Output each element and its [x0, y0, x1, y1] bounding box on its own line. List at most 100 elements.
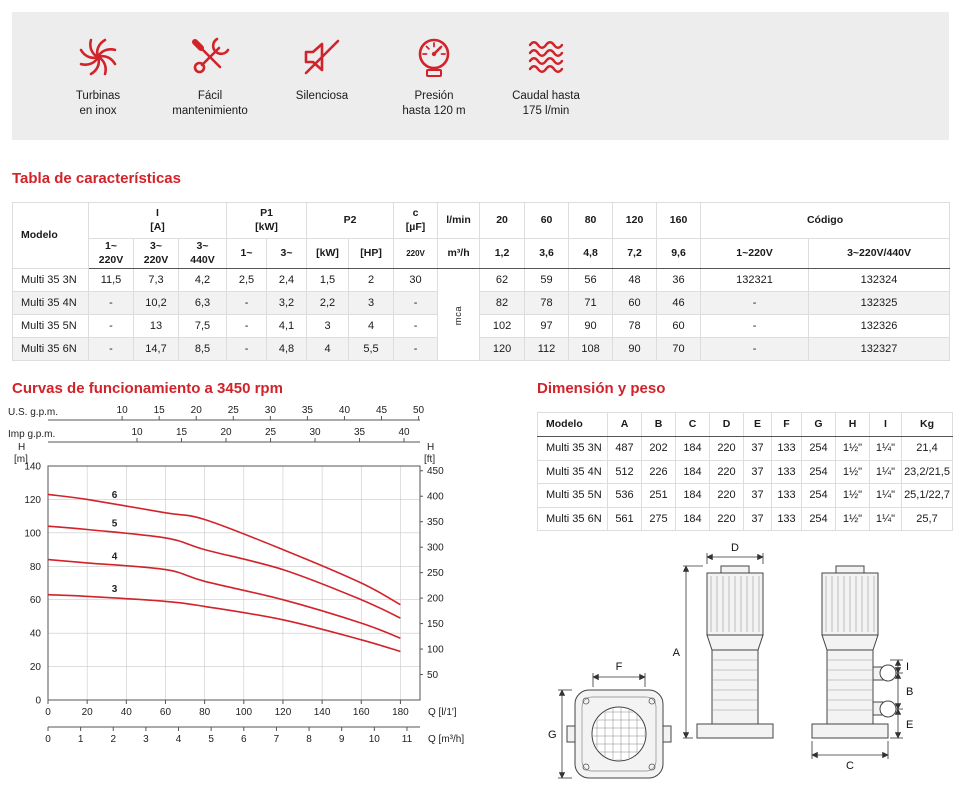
- table-row: Modelo A B C D E F G H I Kg: [537, 412, 953, 437]
- pump-detail-lines: [710, 576, 875, 711]
- mca-label: mca: [453, 305, 465, 325]
- cell: 120: [479, 337, 526, 361]
- dimension-lines: [558, 553, 903, 779]
- svg-text:30: 30: [309, 427, 321, 438]
- cell-model: Multi 35 6N: [12, 337, 89, 361]
- feature-item: Caudal hasta 175 l/min: [490, 34, 602, 140]
- curve-label-3: 3: [112, 584, 118, 595]
- svg-text:80: 80: [30, 562, 42, 573]
- svg-text:50: 50: [413, 405, 425, 416]
- svg-text:5: 5: [208, 734, 214, 745]
- col-header-lmin: l/min: [437, 202, 481, 239]
- dimensions-title: Dimensión y peso: [537, 380, 666, 397]
- cell: 561: [607, 506, 642, 531]
- svg-text:100: 100: [24, 528, 41, 539]
- cell: -: [88, 314, 134, 338]
- svg-text:7: 7: [274, 734, 280, 745]
- curve-6: [47, 493, 401, 606]
- cell: 1½": [835, 436, 870, 461]
- svg-text:40: 40: [339, 405, 351, 416]
- col-subheader: m³/h: [437, 238, 481, 269]
- cell: 1¼": [869, 436, 902, 461]
- cell: 184: [675, 459, 710, 484]
- characteristics-header: Modelo I [A] P1 [kW] P2 c [µF] l/min 20 …: [12, 202, 951, 269]
- cell: 78: [612, 314, 658, 338]
- cell: 220: [709, 436, 744, 461]
- dim-label-A: A: [673, 647, 681, 659]
- cell: 275: [641, 506, 676, 531]
- cell-model: Multi 35 4N: [537, 459, 608, 484]
- col-header-flow: 20: [479, 202, 526, 239]
- svg-text:80: 80: [199, 707, 211, 718]
- cell: -: [393, 337, 439, 361]
- dim-label-E: E: [906, 719, 913, 731]
- svg-text:250: 250: [427, 568, 444, 579]
- col-header: H: [835, 412, 870, 437]
- svg-text:0: 0: [45, 707, 51, 718]
- cell: 2,5: [226, 268, 268, 292]
- cell: -: [88, 291, 134, 315]
- svg-text:40: 40: [398, 427, 410, 438]
- cell: 220: [709, 506, 744, 531]
- svg-text:40: 40: [30, 629, 42, 640]
- cell: 2,4: [266, 268, 308, 292]
- curve-4: [47, 558, 401, 639]
- cell: -: [226, 314, 268, 338]
- cell: 184: [675, 436, 710, 461]
- svg-text:25: 25: [228, 405, 240, 416]
- feature-item: Presión hasta 120 m: [378, 34, 490, 140]
- svg-text:H: H: [427, 442, 434, 453]
- svg-text:20: 20: [82, 707, 94, 718]
- cell: 60: [612, 291, 658, 315]
- dimensions-table: Modelo A B C D E F G H I Kg Multi 35 3N …: [537, 412, 953, 531]
- svg-text:450: 450: [427, 466, 444, 477]
- impeller-icon: [79, 38, 117, 76]
- col-header-flow: 80: [568, 202, 614, 239]
- svg-text:20: 20: [220, 427, 232, 438]
- mute-icon: [304, 39, 340, 75]
- svg-text:[ft]: [ft]: [424, 454, 435, 465]
- cell: 133: [771, 436, 802, 461]
- curve-label-4: 4: [112, 551, 118, 562]
- table-row: Multi 35 5N 536 251 184 220 37 133 254 1…: [537, 483, 953, 508]
- table-row: Multi 35 4N 512 226 184 220 37 133 254 1…: [537, 459, 953, 484]
- dim-label-I: I: [906, 661, 909, 673]
- cell: 23,2/21,5: [901, 459, 953, 484]
- cell: 46: [656, 291, 702, 315]
- col-header: G: [801, 412, 836, 437]
- dimensions-header: Modelo A B C D E F G H I Kg: [537, 412, 953, 437]
- cell: 133: [771, 459, 802, 484]
- table-row: Multi 35 4N - 10,2 6,3 - 3,2 2,2 3 - 82 …: [12, 291, 951, 315]
- cell: 202: [641, 436, 676, 461]
- col-header-codigo: Código: [700, 202, 951, 239]
- curve-3: [47, 593, 401, 653]
- svg-text:9: 9: [339, 734, 345, 745]
- cell-code: 132326: [808, 314, 951, 338]
- table-row: Multi 35 6N 561 275 184 220 37 133 254 1…: [537, 506, 953, 531]
- cell: 133: [771, 483, 802, 508]
- col-header: D: [709, 412, 744, 437]
- cell: 13: [133, 314, 179, 338]
- cell: 1¼": [869, 459, 902, 484]
- cell: 82: [479, 291, 526, 315]
- cell-code: 132327: [808, 337, 951, 361]
- dimensions-body: Multi 35 3N 487 202 184 220 37 133 254 1…: [537, 436, 953, 531]
- svg-text:2: 2: [110, 734, 116, 745]
- col-header-current: I [A]: [87, 202, 228, 239]
- cell: 1¼": [869, 483, 902, 508]
- cell: 37: [743, 459, 772, 484]
- col-subheader: 7,2: [612, 238, 658, 269]
- svg-text:40: 40: [121, 707, 133, 718]
- cell: 14,7: [133, 337, 179, 361]
- col-header: I: [869, 412, 902, 437]
- col-header: F: [771, 412, 802, 437]
- feature-item: Fácil mantenimiento: [154, 34, 266, 140]
- col-subheader: [kW]: [306, 238, 350, 269]
- svg-text:400: 400: [427, 492, 444, 503]
- col-header-capacitor: c [µF]: [393, 202, 439, 239]
- svg-text:Imp g.p.m.: Imp g.p.m.: [8, 429, 55, 440]
- gauge-icon: [418, 38, 450, 77]
- cell: 3: [306, 314, 350, 338]
- cell: 1½": [835, 506, 870, 531]
- col-header-p2: P2: [306, 202, 395, 239]
